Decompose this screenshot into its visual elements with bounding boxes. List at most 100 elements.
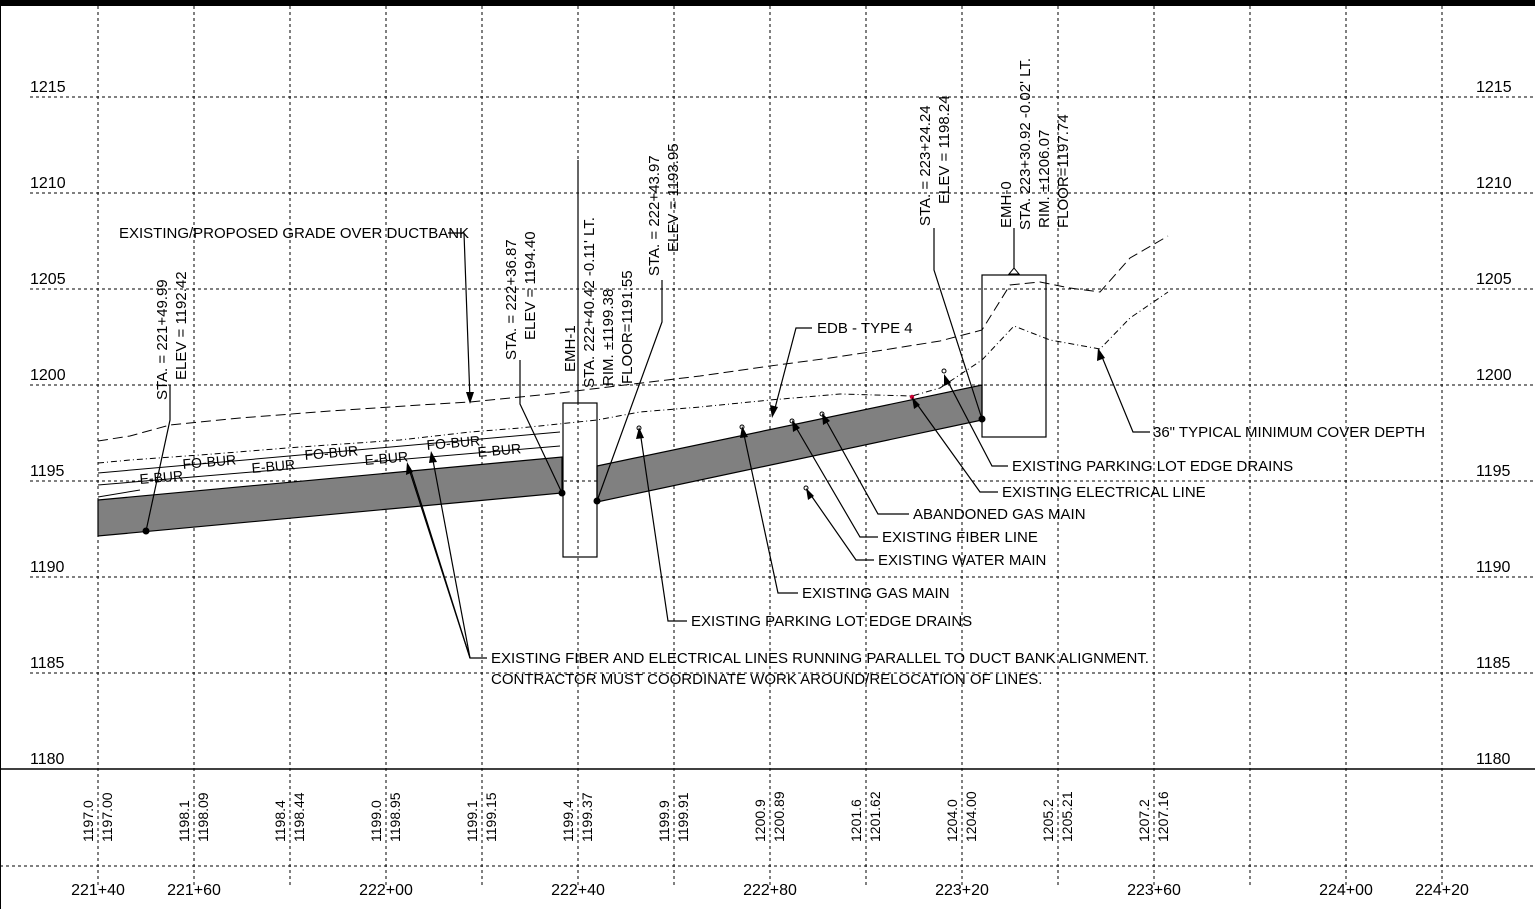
station-label-22140: 221+40 — [71, 882, 125, 899]
note-drains-left-leader — [639, 430, 687, 622]
callout-2-station: STA. = 222+36.87 — [503, 239, 520, 360]
note-edb-leader — [773, 327, 812, 413]
existing-elev-h: 1200.9 — [752, 799, 768, 842]
note-parallel-line1: EXISTING FIBER AND ELECTRICAL LINES RUNN… — [491, 650, 1149, 667]
emh1-name: EMH-1 — [562, 325, 579, 372]
callout-emh1: EMH-1 STA. 222+40.42 -0.11' LT. RIM. ±11… — [562, 217, 636, 388]
elev-label-1190-right: 1190 — [1476, 559, 1511, 576]
elev-label-1210-right: 1210 — [1476, 175, 1512, 192]
emh1-floor: FLOOR=1191.55 — [619, 270, 636, 384]
proposed-elev-c: 1198.44 — [291, 792, 307, 842]
proposed-elev-b: 1198.09 — [195, 792, 211, 842]
note-drains-left-text: EXISTING PARKING LOT EDGE DRAINS — [691, 613, 972, 630]
note-water-leader — [807, 490, 874, 561]
fiber-point — [789, 418, 795, 424]
proposed-elev-j: 1204.00 — [963, 791, 979, 842]
elev-label-1215-right: 1215 — [1476, 79, 1512, 96]
note-electrical-leader — [913, 399, 998, 493]
manhole-emh1 — [562, 402, 598, 558]
proposed-grade-line — [97, 291, 1169, 464]
note-fiber-text: EXISTING FIBER LINE — [882, 529, 1038, 546]
note-grade-leader — [448, 232, 471, 401]
proposed-elev-g: 1199.91 — [675, 792, 691, 842]
note-gas-leader — [742, 429, 798, 594]
note-drains-right-text: EXISTING PARKING LOT EDGE DRAINS — [1012, 458, 1293, 475]
callout-emh0: EMH-0 STA. 223+30.92 -0.02' LT. RIM. ±12… — [998, 58, 1072, 230]
existing-elev-e: 1199.1 — [464, 800, 480, 842]
note-abandoned-gas-arrow — [822, 413, 830, 425]
callout-point-2: STA. = 222+36.87 ELEV = 1194.40 — [503, 231, 539, 360]
note-drains-right-leader — [945, 377, 1008, 467]
elev-label-1205-left: 1205 — [30, 271, 66, 288]
station-label-22360: 223+60 — [1127, 882, 1181, 899]
station-label-22400: 224+00 — [1319, 882, 1373, 899]
manhole-emh0 — [981, 274, 1047, 438]
existing-elev-a: 1197.0 — [80, 800, 96, 842]
proposed-elev-i: 1201.62 — [867, 791, 883, 842]
station-label-22160: 221+60 — [167, 882, 221, 899]
electric-line-stub — [97, 489, 141, 498]
callout-1-station: STA. = 221+49.99 — [154, 279, 171, 400]
note-parallel-arrow-a — [406, 462, 413, 475]
station-label-22280: 222+80 — [743, 882, 797, 899]
elev-label-1195-right: 1195 — [1476, 463, 1511, 480]
callout-4-station: STA. = 223+24.24 — [917, 105, 934, 226]
existing-grade-line — [97, 235, 1169, 442]
elev-label-1195-left: 1195 — [30, 463, 65, 480]
elevation-readouts: 1197.0 1197.00 1198.1 1198.09 1198.4 119… — [80, 791, 1171, 842]
leader-point-1 — [145, 385, 171, 532]
existing-elev-b: 1198.1 — [176, 800, 192, 842]
note-parallel-leader-c — [409, 467, 471, 659]
elev-label-1180-right: 1180 — [1476, 751, 1511, 768]
callout-point-3: STA. = 222+43.97 ELEV = 1193.95 — [646, 143, 682, 276]
existing-elev-j: 1204.0 — [944, 799, 960, 842]
e-bur-label-2: E-BUR — [251, 456, 296, 476]
elev-label-1210-left: 1210 — [30, 175, 66, 192]
note-edb: EDB - TYPE 4 — [770, 320, 913, 418]
station-labels: 221+40 221+60 222+00 222+40 222+80 223+2… — [71, 882, 1469, 899]
proposed-elev-d: 1198.95 — [387, 792, 403, 842]
emh0-rim: RIM. ±1206.07 — [1036, 130, 1053, 228]
proposed-elev-e: 1199.15 — [483, 792, 499, 842]
elevation-labels-left: 1215 1210 1205 1200 1195 1190 1185 1180 — [30, 79, 66, 768]
callout-3-station: STA. = 222+43.97 — [646, 155, 663, 276]
existing-elev-c: 1198.4 — [272, 800, 288, 842]
note-grade-text: EXISTING/PROPOSED GRADE OVER DUCTBANK — [119, 225, 469, 242]
note-grade-arrow — [466, 392, 474, 404]
existing-elev-f: 1199.4 — [560, 800, 576, 842]
emh0-name: EMH-0 — [998, 181, 1015, 228]
note-parallel-line2: CONTRACTOR MUST COORDINATE WORK AROUND/R… — [491, 671, 1042, 688]
ductbank-segment-east — [596, 384, 983, 503]
note-cover-text: 36" TYPICAL MINIMUM COVER DEPTH — [1153, 424, 1425, 441]
emh1-station: STA. 222+40.42 -0.11' LT. — [581, 217, 598, 388]
note-electrical: EXISTING ELECTRICAL LINE — [912, 397, 1206, 501]
elev-label-1215-left: 1215 — [30, 79, 66, 96]
note-drains-right-arrow — [944, 374, 951, 386]
existing-elev-i: 1201.6 — [848, 799, 864, 842]
note-parallel-lines: EXISTING FIBER AND ELECTRICAL LINES RUNN… — [406, 451, 1149, 688]
drain-point-right — [941, 368, 947, 374]
note-gas-text: EXISTING GAS MAIN — [802, 585, 950, 602]
elev-label-1190-left: 1190 — [30, 559, 65, 576]
e-bur-label-1: E-BUR — [139, 467, 184, 487]
existing-elev-l: 1207.2 — [1136, 799, 1152, 842]
note-drains-right: EXISTING PARKING LOT EDGE DRAINS — [944, 374, 1293, 475]
electric-line-lower — [97, 445, 561, 486]
note-grade: EXISTING/PROPOSED GRADE OVER DUCTBANK — [119, 225, 474, 404]
station-label-22200: 222+00 — [359, 882, 413, 899]
station-label-22240: 222+40 — [551, 882, 605, 899]
existing-elev-k: 1205.2 — [1040, 799, 1056, 842]
note-drains-left: EXISTING PARKING LOT EDGE DRAINS — [636, 427, 972, 630]
note-drains-left-arrow — [636, 427, 644, 439]
fiber-line-upper — [97, 431, 561, 474]
emh0-station: STA. 223+30.92 -0.02' LT. — [1017, 58, 1034, 230]
elev-label-1205-right: 1205 — [1476, 271, 1512, 288]
e-bur-label-4: E-BUR — [477, 440, 522, 460]
existing-elev-g: 1199.9 — [656, 800, 672, 842]
proposed-elev-k: 1205.21 — [1059, 791, 1075, 842]
proposed-elev-a: 1197.00 — [99, 792, 115, 842]
note-cover-leader — [1099, 351, 1150, 433]
note-edb-text: EDB - TYPE 4 — [817, 320, 913, 337]
fo-bur-label-3: FO-BUR — [426, 432, 481, 453]
